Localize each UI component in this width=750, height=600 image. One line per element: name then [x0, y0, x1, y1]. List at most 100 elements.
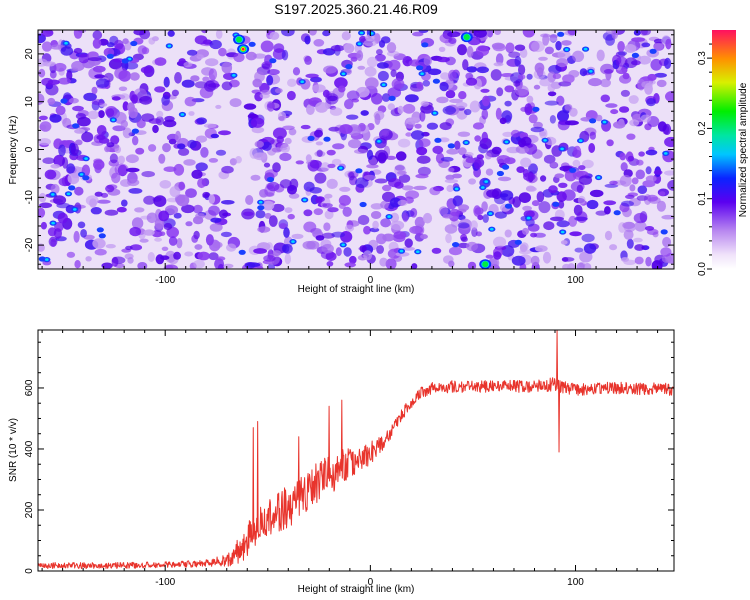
- spectrogram-blob: [221, 165, 234, 174]
- spectrogram-blob: [600, 78, 611, 88]
- spectrogram-blob: [554, 173, 565, 179]
- spectrogram-blob: [397, 170, 407, 175]
- spectrogram-blob: [379, 257, 388, 267]
- spectrogram-blob: [92, 30, 103, 40]
- spectrogram-peak: [504, 203, 513, 209]
- spectrogram-blob: [303, 221, 317, 233]
- spectrogram-blob: [398, 174, 411, 183]
- spectrogram-peak-core: [302, 198, 307, 202]
- spectrogram-blob: [129, 226, 142, 237]
- spectrogram-blob: [634, 244, 645, 251]
- spectrogram-blob: [455, 101, 468, 109]
- spectrogram-blob: [548, 185, 558, 194]
- spectrogram-blob: [250, 117, 265, 128]
- spectrogram-blob: [322, 30, 331, 37]
- spectrogram-peak: [432, 78, 440, 84]
- spectrogram-blob: [635, 169, 645, 180]
- spectrogram-peak-core: [560, 230, 565, 234]
- spectrogram-blob: [354, 149, 368, 154]
- spectrogram-peak-core: [481, 186, 485, 189]
- spectrogram-blob: [208, 68, 218, 81]
- spectrogram-peak: [613, 210, 621, 216]
- spectrogram-blob: [579, 251, 593, 263]
- spectrogram-hotspot: [460, 32, 473, 43]
- spectrogram-blob: [432, 145, 444, 154]
- spectrogram-blob: [664, 170, 674, 176]
- spectrogram-blob: [74, 260, 81, 269]
- spectrogram-blob: [208, 158, 219, 163]
- spectrogram-blob: [582, 159, 594, 169]
- spectrogram-blob: [121, 199, 128, 207]
- spectrogram-blob: [481, 109, 489, 120]
- spectrogram-blob: [167, 30, 175, 37]
- spectrogram-blob: [556, 57, 569, 68]
- spectrogram-blob: [339, 124, 353, 135]
- spectrogram-blob: [271, 203, 285, 213]
- spectrogram-blob: [87, 110, 99, 120]
- spectrogram-blob: [313, 39, 325, 47]
- spectrogram-peak: [421, 42, 429, 48]
- spectrogram-blob: [581, 233, 595, 243]
- spectrogram-blob: [600, 94, 610, 103]
- spectrogram-blob: [388, 178, 401, 188]
- spectrogram-blob: [465, 77, 478, 86]
- snr-series-line: [38, 330, 674, 570]
- spectrogram-blob: [282, 243, 293, 254]
- spectrogram-peak-core: [488, 212, 493, 215]
- spectrogram-blob: [254, 140, 264, 148]
- spectrogram-blob: [141, 113, 155, 122]
- spectrogram-blob: [445, 90, 456, 99]
- spectrogram-blob: [284, 253, 291, 265]
- spectrogram-blob: [422, 212, 433, 224]
- spectrogram-blob: [229, 98, 242, 108]
- spectrogram-blob: [283, 227, 290, 238]
- spectrogram-blob: [98, 137, 110, 144]
- spectrogram-blob: [246, 262, 261, 268]
- colorbar-tick-label: 0.1: [697, 191, 708, 205]
- spectrogram-blob: [140, 66, 153, 74]
- spectrogram-blob: [322, 89, 330, 98]
- spectrogram-blob: [98, 110, 105, 119]
- spectrogram-blob: [326, 178, 338, 189]
- spectrogram-blob: [193, 204, 203, 214]
- spectrogram-blob: [139, 238, 149, 243]
- spectrogram-blob: [209, 39, 222, 50]
- spectrogram-blob: [382, 184, 392, 192]
- spectrogram-blob: [168, 236, 178, 246]
- spectrogram-peak-core: [66, 192, 71, 196]
- spectrogram-peak-core: [111, 118, 116, 122]
- spectrogram-blob: [531, 40, 545, 53]
- spectrogram-blob: [343, 43, 355, 54]
- colorbar-gradient: [712, 30, 736, 269]
- spectrogram-blob: [253, 152, 268, 161]
- spectrogram-blob: [609, 244, 618, 251]
- spectrogram-peak: [323, 136, 331, 142]
- spectrogram-blob: [348, 139, 362, 149]
- spectrogram-blob: [292, 67, 301, 76]
- spectrogram-blob: [278, 116, 285, 121]
- colorbar-axis: 0.0 0.1 0.2 0.3: [697, 43, 712, 276]
- spectrogram-blob: [610, 109, 619, 115]
- spectrogram-blob: [90, 207, 102, 215]
- spectrogram-blob: [70, 143, 80, 156]
- spectrogram-blob: [466, 66, 478, 73]
- spectrogram-blob: [636, 159, 644, 166]
- spectrogram-blob: [223, 263, 234, 269]
- spectrogram-peak: [557, 31, 565, 37]
- spectrogram-blob: [413, 185, 427, 191]
- spectrogram-blob: [486, 189, 500, 198]
- spectrogram-blob: [518, 192, 532, 204]
- spectrogram-blob: [158, 210, 170, 222]
- spectrogram-blob: [446, 148, 459, 155]
- spectrogram-blob: [116, 206, 127, 213]
- spectrogram-xtick-label: 100: [567, 275, 584, 286]
- spectrogram-blob: [382, 93, 391, 102]
- spectrogram-blob: [279, 152, 292, 162]
- spectrogram-blob: [640, 114, 651, 123]
- spectrogram-blob: [122, 127, 132, 139]
- spectrogram-blob: [196, 117, 208, 125]
- spectrogram-blob: [411, 130, 425, 140]
- spectrogram-blob: [73, 47, 83, 54]
- spectrogram-blob: [284, 207, 293, 214]
- spectrogram-blob: [654, 72, 667, 78]
